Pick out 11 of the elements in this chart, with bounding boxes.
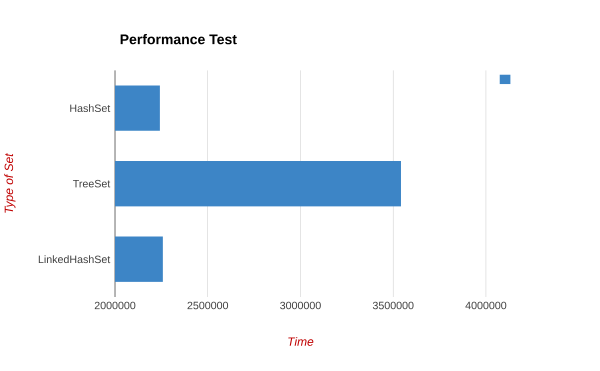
x-tick-label: 3500000 [372, 302, 414, 310]
y-axis-title: Type of Set [4, 153, 16, 213]
x-tick-label: 3000000 [280, 302, 321, 310]
x-tick-label: 2000000 [94, 302, 136, 310]
x-axis-title: Time [288, 337, 314, 346]
chart-title: Performance Test [120, 34, 237, 44]
y-tick-label: LinkedHashSet [38, 255, 110, 264]
y-tick-label: TreeSet [72, 180, 110, 188]
x-tick-label: 2500000 [188, 302, 228, 310]
x-tick-label: 4000000 [465, 302, 506, 310]
y-tick-label: HashSet [70, 104, 110, 112]
